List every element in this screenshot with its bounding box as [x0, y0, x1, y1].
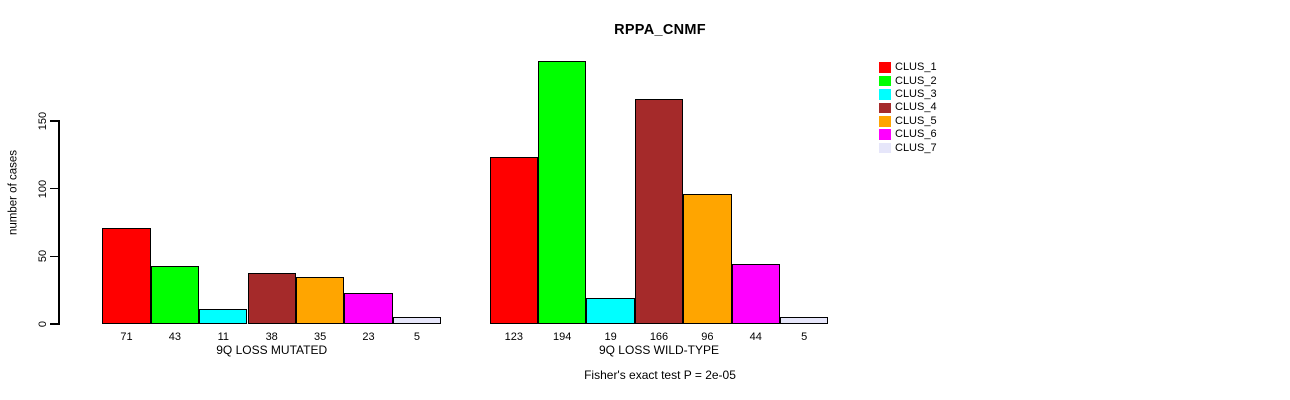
- bar-value-label: 96: [701, 331, 714, 343]
- legend-swatch-icon: [879, 89, 891, 100]
- bar-clus_3-group2: [586, 298, 635, 324]
- y-axis-tick-label: 50: [37, 250, 49, 263]
- legend-swatch-icon: [879, 142, 891, 154]
- y-axis-line: [58, 120, 60, 325]
- y-axis-label: number of cases: [7, 150, 20, 236]
- legend-label: CLUS_7: [895, 141, 937, 154]
- y-axis-tick: [50, 120, 59, 122]
- bar-clus_6-group2: [731, 264, 780, 324]
- legend-label: CLUS_6: [895, 128, 937, 141]
- bar-value-label: 166: [649, 331, 669, 343]
- bar-clus_1-group1: [102, 227, 151, 324]
- bar-clus_7-group2: [780, 317, 829, 324]
- bar-value-label: 194: [553, 331, 572, 343]
- bar-value-label: 11: [217, 331, 229, 343]
- y-axis-tick: [50, 187, 59, 190]
- legend-item-clus_2: CLUS_2: [879, 74, 937, 87]
- bar-clus_4-group2: [634, 99, 684, 324]
- legend-label: CLUS_3: [895, 87, 937, 100]
- x-group-label: 9Q LOSS MUTATED: [216, 343, 328, 357]
- legend-item-clus_4: CLUS_4: [879, 101, 937, 114]
- x-group-label: 9Q LOSS WILD-TYPE: [598, 343, 719, 357]
- bar-clus_2-group1: [150, 265, 200, 324]
- legend-swatch-icon: [879, 116, 891, 127]
- legend-label: CLUS_5: [895, 114, 937, 127]
- bar-clus_4-group1: [247, 272, 296, 324]
- y-axis-tick-label: 100: [37, 179, 49, 198]
- y-axis-tick: [50, 255, 59, 257]
- y-axis-tick: [50, 323, 59, 325]
- bar-value-label: 44: [749, 331, 762, 343]
- bar-value-label: 43: [168, 331, 181, 343]
- legend: CLUS_1 CLUS_2 CLUS_3 CLUS_4 CLUS_5 CLUS_6 CLUS…: [879, 61, 937, 155]
- legend-label: CLUS_4: [895, 101, 937, 114]
- chart-title: RPPA_CNMF: [614, 22, 706, 38]
- stat-test-note: Fisher's exact test P = 2e-05: [584, 368, 736, 382]
- legend-swatch-icon: [879, 75, 891, 87]
- bar-value-label: 5: [801, 331, 808, 343]
- bar-value-label: 23: [362, 331, 375, 343]
- bar-value-label: 35: [313, 331, 327, 343]
- legend-item-clus_5: CLUS_5: [879, 115, 937, 128]
- bar-clus_5-group1: [295, 276, 345, 324]
- bar-value-label: 5: [413, 331, 420, 343]
- bar-clus_5-group2: [683, 193, 732, 324]
- bar-value-label: 19: [604, 331, 617, 343]
- legend-item-clus_3: CLUS_3: [879, 88, 937, 101]
- bar-clus_3-group1: [199, 309, 248, 324]
- legend-item-clus_1: CLUS_1: [879, 61, 937, 74]
- bar-clus_2-group2: [538, 61, 587, 324]
- legend-label: CLUS_1: [895, 61, 937, 74]
- y-axis-tick-label: 0: [37, 320, 49, 328]
- legend-item-clus_7: CLUS_7: [879, 141, 937, 154]
- bar-value-label: 71: [120, 331, 133, 343]
- bar-value-label: 38: [265, 331, 278, 343]
- legend-swatch-icon: [879, 102, 891, 114]
- bar-clus_1-group2: [489, 157, 538, 324]
- legend-item-clus_6: CLUS_6: [879, 128, 937, 141]
- y-axis-tick-label: 150: [37, 111, 49, 130]
- bar-clus_7-group1: [392, 317, 442, 324]
- legend-swatch-icon: [879, 129, 891, 140]
- legend-label: CLUS_2: [895, 74, 937, 87]
- bar-clus_6-group1: [344, 292, 393, 324]
- legend-swatch-icon: [879, 62, 891, 73]
- bar-value-label: 123: [504, 331, 523, 343]
